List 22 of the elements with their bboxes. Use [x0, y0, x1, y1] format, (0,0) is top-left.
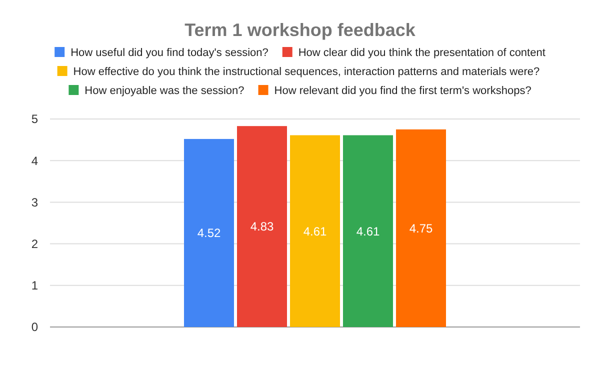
- legend-label: How effective do you think the instructional sequences, interaction patterns and materials were?: [73, 66, 540, 78]
- y-tick-label: 3: [31, 195, 38, 210]
- y-tick-label: 2: [31, 237, 38, 251]
- data-label: 4.75: [409, 221, 433, 236]
- bar: [396, 129, 446, 327]
- legend-label: How enjoyable was the session?: [84, 84, 244, 97]
- y-tick-label: 1: [31, 278, 38, 293]
- data-label: 4.83: [250, 220, 274, 234]
- chart-title: Term 1 workshop feedback: [184, 20, 416, 40]
- legend-label: How useful did you find today's session?: [70, 46, 268, 59]
- data-label: 4.61: [303, 224, 327, 238]
- data-label: 4.52: [197, 226, 221, 240]
- bar: [237, 126, 287, 327]
- bar: [184, 138, 234, 327]
- y-tick-label: 5: [31, 112, 38, 126]
- bar: [343, 135, 393, 327]
- data-label: 4.61: [356, 224, 380, 238]
- y-tick-label: 0: [31, 320, 38, 334]
- legend-label: How relevant did you find the first term's workshops?: [274, 84, 532, 97]
- bar: [290, 135, 340, 327]
- legend-label: How clear did you think the presentation of content: [298, 46, 546, 59]
- y-tick-label: 4: [31, 154, 38, 168]
